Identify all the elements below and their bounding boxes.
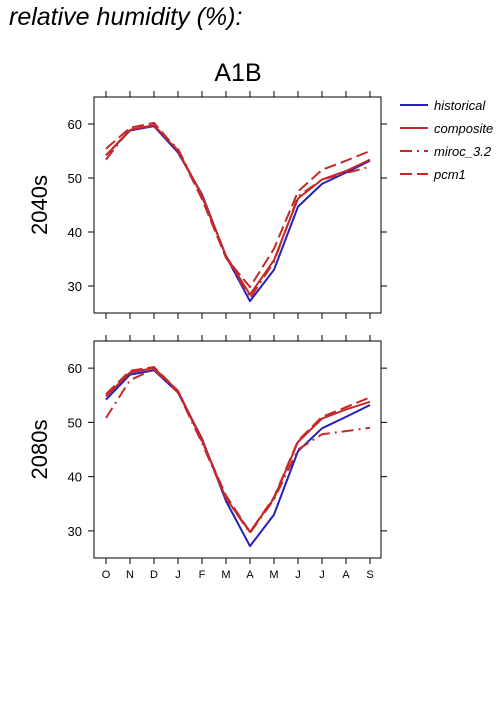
x-tick-label: J	[295, 569, 301, 581]
legend-entry-historical: historical	[400, 98, 486, 113]
x-tick-label: F	[199, 569, 206, 581]
y-tick-label: 60	[68, 117, 82, 132]
series-line-composite	[105, 367, 371, 533]
y-tick-label: 30	[68, 524, 82, 539]
panel-label-2040s: 2040s	[27, 175, 52, 235]
x-tick-label: O	[102, 569, 111, 581]
series-line-miroc_3.2	[105, 125, 371, 300]
legend-label: composite	[434, 121, 493, 136]
chart-legend: historical composite miroc_3.2 pcm1	[400, 98, 493, 182]
x-tick-label: A	[342, 569, 350, 581]
legend-entry-miroc_3.2: miroc_3.2	[400, 144, 492, 159]
panel-frame	[93, 340, 382, 559]
legend-entry-composite: composite	[400, 121, 493, 136]
y-tick-label: 60	[68, 361, 82, 376]
series-line-pcm1	[105, 121, 371, 289]
x-tick-label: S	[366, 569, 373, 581]
series-line-composite	[105, 124, 371, 296]
x-tick-label: A	[246, 569, 254, 581]
panel-2040s: 30 40 50 60 2040s	[27, 91, 387, 319]
y-tick-label: 40	[68, 470, 82, 485]
panel-label-2080s: 2080s	[27, 420, 52, 480]
y-tick-label: 40	[68, 225, 82, 240]
series-line-historical	[105, 369, 371, 548]
legend-label: historical	[434, 98, 486, 113]
chart-panels: 30 40 50 60 2040s 30 40 50 60 2080s O N D J F M A M J J A S	[27, 91, 387, 581]
x-tick-label: D	[150, 569, 158, 581]
legend-label: pcm1	[433, 167, 466, 182]
series-line-pcm1	[105, 366, 371, 533]
x-tick-label: M	[269, 569, 278, 581]
panel-frame	[93, 96, 382, 314]
panel-2080s: 30 40 50 60 2080s	[27, 335, 387, 564]
legend-entry-pcm1: pcm1	[400, 167, 466, 182]
series-line-miroc_3.2	[105, 368, 371, 534]
x-tick-label: J	[175, 569, 181, 581]
x-tick-label: J	[319, 569, 325, 581]
legend-label: miroc_3.2	[434, 144, 492, 159]
x-tick-label: N	[126, 569, 134, 581]
page-heading: relative humidity (%):	[9, 3, 243, 31]
x-tick-label: M	[221, 569, 230, 581]
y-tick-label: 50	[68, 415, 82, 430]
y-tick-label: 30	[68, 279, 82, 294]
chart-title: A1B	[214, 59, 261, 87]
y-tick-label: 50	[68, 171, 82, 186]
